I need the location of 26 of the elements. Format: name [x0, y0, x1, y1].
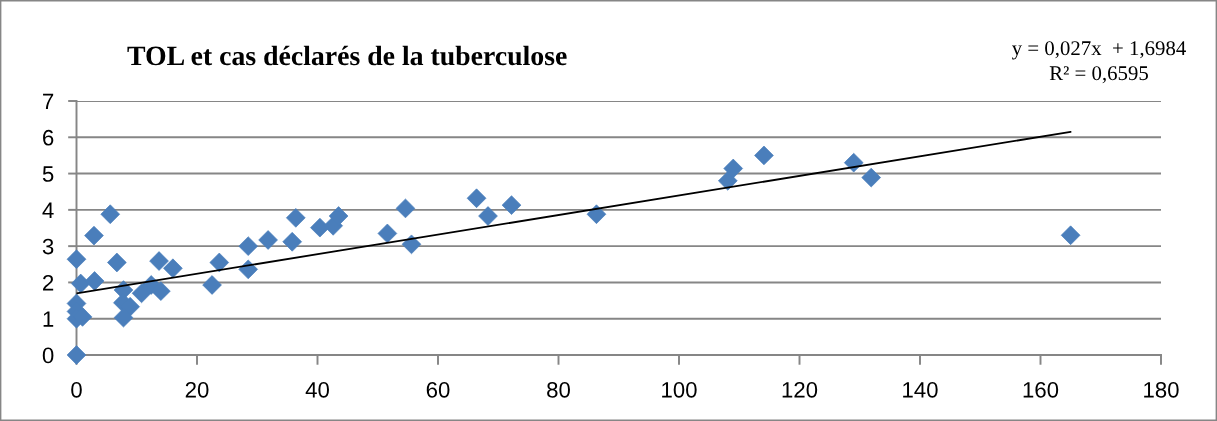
y-tick-label: 3 [42, 238, 54, 255]
y-tick-label: 1 [43, 311, 54, 327]
x-tick-label: 0 [71, 381, 82, 398]
x-tick-label: 60 [426, 381, 450, 398]
text: R² = 0,6595 [1049, 66, 1148, 84]
x-tick-label: 100 [662, 381, 697, 398]
x-tick-label: 180 [1144, 381, 1179, 398]
point [395, 198, 416, 219]
point [377, 223, 398, 244]
chart-title: TOL et cas déclarés de la tuberculose [127, 45, 567, 66]
x-tick-label: 40 [305, 381, 329, 398]
y-tick-label: 4 [42, 202, 54, 218]
x-tick-label: 160 [1023, 381, 1059, 398]
y-tick-label: 7 [43, 93, 54, 110]
x-tick-label: 140 [903, 381, 938, 398]
x-tick-label: 80 [547, 381, 570, 398]
y-tick-label: 0 [42, 347, 54, 364]
text: y = 0,027x + 1,6984 [1011, 41, 1186, 60]
x-tick-label: 20 [185, 381, 209, 398]
y-tick-label: 5 [42, 166, 54, 182]
point [84, 225, 104, 246]
point [163, 258, 183, 279]
y-tick-label: 2 [43, 274, 54, 291]
point [202, 275, 222, 295]
y-tick-label: 6 [43, 129, 54, 146]
x-tick-label: 120 [782, 381, 818, 398]
